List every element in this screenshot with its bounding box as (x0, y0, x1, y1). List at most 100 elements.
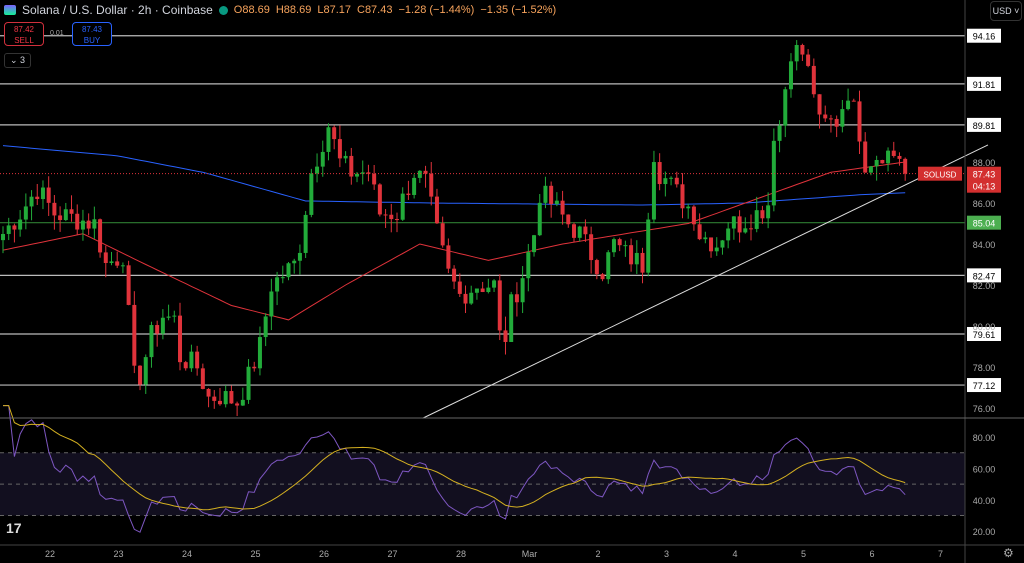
candle-body (343, 155, 348, 159)
candle-body (606, 252, 611, 280)
candle-body (292, 260, 297, 264)
candle-body (92, 219, 97, 229)
price-axis-tick: 84.00 (973, 240, 996, 250)
candle-body (543, 185, 548, 203)
rsi-axis-tick: 80.00 (973, 433, 996, 443)
time-axis-label: 7 (938, 549, 943, 559)
candle-body (103, 252, 108, 264)
candle-body (891, 150, 896, 156)
level-label: 94.16 (973, 32, 996, 42)
candle-body (149, 325, 154, 358)
candle-body (851, 100, 856, 102)
level-label: 77.12 (973, 381, 996, 391)
support-label-bg (967, 215, 1001, 230)
candle-body (566, 214, 571, 225)
candle-body (246, 366, 251, 400)
level-label-bg (967, 378, 1001, 393)
candle-body (389, 214, 394, 220)
level-label: 79.61 (973, 330, 996, 340)
candle-body (840, 109, 845, 127)
price-axis-tick: 88.00 (973, 158, 996, 168)
candle-body (806, 54, 811, 66)
candle-body (651, 162, 656, 220)
candle-body (240, 399, 245, 406)
candle-body (440, 223, 445, 246)
candle-body (634, 252, 639, 265)
candle-body (412, 177, 417, 195)
candle-body (275, 277, 280, 292)
current-price-bg (967, 166, 1001, 193)
candle-body (360, 172, 365, 174)
candle-body (160, 317, 165, 334)
candle-body (86, 220, 91, 229)
sell-button[interactable]: 87.42 SELL (4, 22, 44, 46)
candle-body (823, 114, 828, 119)
candle-body (863, 141, 868, 173)
candle-body (423, 170, 428, 174)
candle-body (868, 166, 873, 173)
time-axis-label: 6 (869, 549, 874, 559)
candle-body (178, 315, 183, 363)
time-axis-label: 3 (664, 549, 669, 559)
ohlc-open: O88.69 (233, 4, 270, 16)
buy-button[interactable]: 87.43 BUY (72, 22, 112, 46)
candle-body (138, 365, 143, 385)
candle-body (691, 206, 696, 225)
candle-body (703, 237, 708, 240)
ohlc-change-2: −1.35 (−1.52%) (480, 4, 557, 16)
candle-body (554, 200, 559, 205)
time-axis-label: 24 (182, 549, 192, 559)
sell-price: 87.42 (13, 25, 35, 34)
candle-body (200, 368, 205, 389)
candle-body (771, 140, 776, 206)
market-status-icon (218, 5, 228, 15)
candle-body (828, 118, 833, 120)
candle-body (611, 239, 616, 253)
symbol-tag-bg (918, 166, 962, 181)
symbol-title[interactable]: Solana / U.S. Dollar · 2h · Coinbase (22, 3, 213, 17)
candle-body (674, 177, 679, 185)
time-axis-label: 26 (319, 549, 329, 559)
candle-body (788, 61, 793, 90)
candle-body (897, 155, 902, 159)
candle-body (6, 225, 11, 234)
currency-label: USD (992, 6, 1012, 16)
candle-body (337, 139, 342, 159)
level-label-bg (967, 117, 1001, 132)
time-axis-label: 23 (113, 549, 123, 559)
candle-body (12, 225, 17, 230)
candle-body (46, 187, 51, 203)
candle-body (532, 235, 537, 253)
fast-moving-average-line (2, 161, 906, 321)
candle-body (446, 245, 451, 269)
currency-select[interactable]: USD ˅ (990, 1, 1022, 21)
price-axis-tick: 82.00 (973, 281, 996, 291)
indicators-collapse-button[interactable]: ⌄ 3 (4, 53, 32, 68)
level-label-bg (967, 268, 1001, 283)
candle-body (155, 325, 160, 334)
level-label: 91.81 (973, 80, 996, 90)
candle-body (143, 357, 148, 385)
candle-body (846, 100, 851, 110)
rsi-moving-average-line (3, 405, 906, 511)
candle-body (474, 288, 479, 293)
candle-body (132, 304, 137, 366)
candle-body (80, 220, 85, 230)
candle-body (617, 239, 622, 246)
level-label: 82.47 (973, 271, 996, 281)
candle-body (817, 94, 822, 115)
candle-body (737, 216, 742, 233)
candle-body (503, 330, 508, 342)
time-axis-label: Mar (522, 549, 538, 559)
candle-body (469, 292, 474, 304)
candle-body (349, 155, 354, 177)
candle-body (417, 170, 422, 178)
candle-body (463, 293, 468, 304)
settings-gear-icon[interactable]: ⚙ (1003, 546, 1014, 560)
candle-body (18, 219, 23, 230)
candle-body (120, 265, 125, 267)
ohlc-close: C87.43 (357, 4, 393, 16)
candle-body (23, 206, 28, 220)
time-axis-label: 5 (801, 549, 806, 559)
